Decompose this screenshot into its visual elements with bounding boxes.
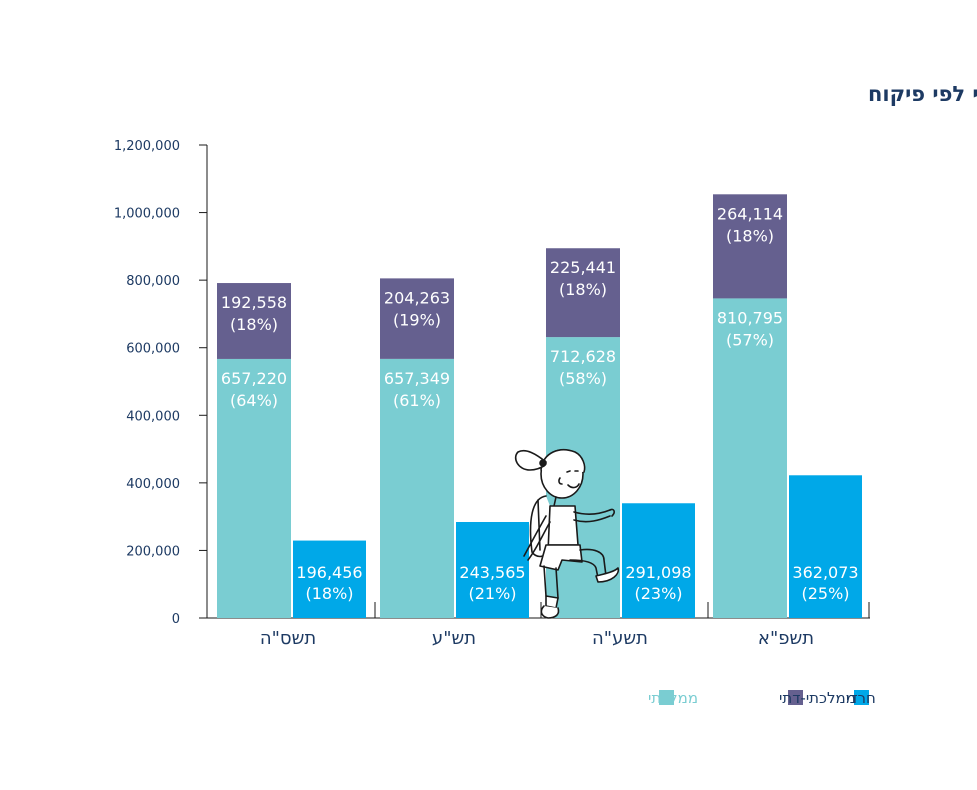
- data-label-mamlachti: 657,220: [221, 369, 287, 388]
- bar-mamlachti: [217, 358, 291, 618]
- y-tick-label: 400,000: [126, 409, 180, 424]
- x-category-label: תשע"ה: [592, 628, 648, 649]
- plot-area: 0 200,000 400,000 400,000 600,000 800,000 1,00…: [114, 139, 870, 649]
- y-tick-label: 0: [172, 612, 180, 627]
- y-tick-label: 1,000,000: [114, 207, 180, 222]
- bar-haredi: [456, 521, 529, 618]
- x-category-label: תשס"ה: [260, 628, 316, 649]
- data-label-mamlachti-dati: 192,558: [221, 293, 287, 312]
- data-label-haredi: 362,073: [792, 563, 858, 582]
- legend-haredi-text: חרדי: [846, 689, 876, 707]
- y-tick-label: 200,000: [126, 544, 180, 559]
- data-pct-haredi: (18%): [305, 584, 353, 603]
- legend-haredi-swatch: [854, 690, 869, 705]
- legend-mamlachti-text: ממלכתי: [648, 689, 698, 707]
- legend-mamlachti-swatch: [659, 690, 674, 705]
- data-label-mamlachti-dati: 225,441: [550, 258, 616, 277]
- bar-mamlachti: [713, 298, 787, 618]
- data-pct-mamlachti-dati: (18%): [726, 226, 774, 245]
- y-tick-label: 400,000: [126, 477, 180, 492]
- data-label-mamlachti: 810,795: [717, 308, 783, 327]
- data-label-haredi: 243,565: [459, 563, 525, 582]
- y-tick-label: 600,000: [126, 342, 180, 357]
- data-label-haredi: 291,098: [625, 563, 691, 582]
- data-pct-mamlachti-dati: (18%): [559, 280, 607, 299]
- girl-illustration: [514, 448, 620, 619]
- data-pct-mamlachti: (57%): [726, 330, 774, 349]
- bar-mamlachti-dati: [380, 278, 454, 359]
- data-label-mamlachti-dati: 264,114: [717, 204, 783, 223]
- y-tick-label: 800,000: [126, 274, 180, 289]
- data-pct-haredi: (25%): [801, 584, 849, 603]
- data-pct-mamlachti-dati: (18%): [230, 315, 278, 334]
- bar-haredi: [293, 540, 366, 618]
- bar-haredi: [789, 475, 862, 618]
- bar-mamlachti: [380, 358, 454, 618]
- data-pct-mamlachti-dati: (19%): [393, 310, 441, 329]
- chart-title: תלמידות ותלמידים בחינוך העברי לפי פיקוח: [868, 82, 977, 106]
- data-pct-mamlachti: (58%): [559, 369, 607, 388]
- y-tick-label: 1,200,000: [114, 139, 180, 154]
- data-pct-mamlachti: (64%): [230, 391, 278, 410]
- data-pct-haredi: (23%): [634, 584, 682, 603]
- bar-mamlachti-dati: [546, 248, 620, 338]
- bar-mamlachti-dati: [217, 283, 291, 359]
- legend-mamlachti-dati-swatch: [788, 690, 803, 705]
- data-label-mamlachti: 712,628: [550, 347, 616, 366]
- data-label-haredi: 196,456: [296, 563, 362, 582]
- bar-haredi: [622, 503, 695, 618]
- data-label-mamlachti: 657,349: [384, 369, 450, 388]
- data-pct-mamlachti: (61%): [393, 391, 441, 410]
- x-category-label: תשפ"א: [758, 628, 814, 649]
- bar-mamlachti-dati: [713, 194, 787, 299]
- data-pct-haredi: (21%): [468, 584, 516, 603]
- legend-mamlachti-dati-text: ממלכתי-דתי: [779, 689, 856, 707]
- x-category-label: תש"ע: [432, 628, 476, 649]
- data-label-mamlachti-dati: 204,263: [384, 288, 450, 307]
